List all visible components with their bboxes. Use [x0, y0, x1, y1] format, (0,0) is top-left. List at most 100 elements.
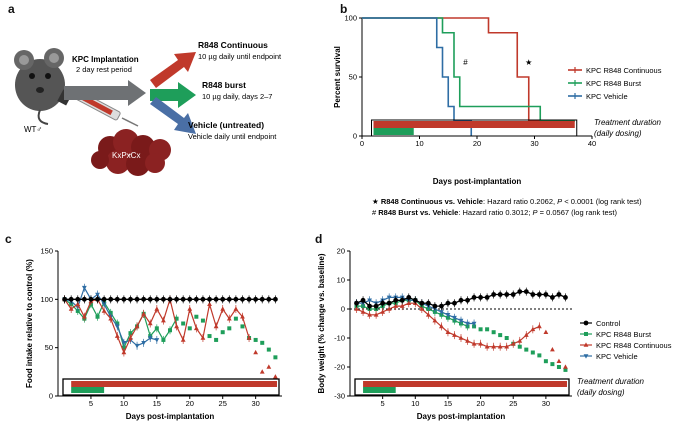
data-point-burst	[227, 326, 232, 331]
x-tick-label: 10	[415, 139, 423, 148]
legend-marker-vehicle	[583, 354, 589, 359]
y-tick-label: 100	[344, 14, 357, 23]
data-point-continuous	[380, 309, 386, 314]
series-line-continuous	[356, 302, 540, 348]
legend-label-vehicle: KPC Vehicle	[586, 92, 628, 101]
data-point-burst	[95, 314, 100, 319]
data-point-continuous	[439, 323, 444, 329]
data-point-continuous	[517, 338, 523, 343]
data-point-burst	[121, 345, 126, 350]
stats-line-2: # R848 Burst vs. Vehicle: Hazard ratio 0…	[372, 208, 617, 217]
data-point-control	[550, 295, 555, 300]
y-tick-label: -20	[334, 363, 345, 372]
treatment-bar-burst	[71, 387, 105, 393]
data-point-control	[386, 300, 392, 306]
data-point-continuous	[523, 332, 529, 337]
data-point-control	[360, 297, 366, 303]
data-point-continuous	[259, 369, 265, 374]
data-point-burst	[214, 337, 219, 342]
data-point-continuous	[556, 358, 562, 363]
treatment-duration-label: Treatment duration	[577, 377, 645, 386]
data-point-burst	[498, 333, 503, 338]
data-point-continuous	[373, 312, 379, 317]
data-point-burst	[220, 330, 225, 335]
data-point-continuous	[536, 323, 542, 329]
data-point-continuous	[207, 301, 212, 306]
data-point-burst	[207, 334, 212, 339]
y-tick-label: 10	[337, 276, 345, 285]
data-point-control	[226, 296, 232, 302]
x-tick-label: 10	[120, 399, 128, 408]
data-point-control	[81, 296, 87, 302]
panel-d-letter: d	[315, 232, 323, 246]
treatment-bar-frame	[371, 119, 578, 137]
treatment-duration-label: Treatment duration	[594, 118, 662, 127]
data-point-control	[88, 296, 94, 302]
data-point-control	[75, 296, 81, 302]
data-point-control	[373, 303, 379, 309]
data-point-continuous	[226, 316, 232, 321]
data-point-continuous	[161, 318, 166, 323]
data-point-burst	[253, 337, 258, 342]
data-point-vehicle	[121, 341, 127, 346]
data-point-continuous	[432, 318, 438, 323]
data-point-continuous	[220, 306, 226, 311]
data-point-control	[141, 296, 147, 302]
data-point-control	[452, 300, 457, 306]
legend-label-burst: KPC R848 Burst	[586, 79, 642, 88]
data-point-burst	[194, 314, 199, 319]
data-point-continuous	[530, 326, 536, 332]
legend-marker-continuous	[583, 342, 589, 347]
data-point-control	[240, 296, 245, 302]
x-tick-label: 15	[444, 399, 452, 408]
arm-continuous-title: R848 Continuous	[198, 40, 268, 50]
data-point-control	[419, 300, 425, 306]
y-tick-label: -10	[334, 334, 345, 343]
data-point-vehicle	[101, 302, 107, 307]
data-point-burst	[478, 327, 483, 332]
data-point-control	[465, 297, 470, 303]
data-point-burst	[504, 336, 509, 340]
data-point-continuous	[154, 306, 160, 311]
series-line-burst	[64, 298, 178, 350]
y-axis-title: Food intake relative to control (%)	[25, 259, 34, 388]
data-point-continuous	[563, 364, 568, 369]
data-point-vehicle	[439, 310, 444, 315]
treatment-duration-sublabel: (daily dosing)	[577, 388, 625, 397]
data-point-continuous	[445, 329, 451, 334]
data-point-control	[220, 296, 226, 302]
data-point-control	[134, 296, 140, 302]
data-point-burst	[550, 362, 555, 367]
data-point-continuous	[393, 303, 399, 308]
data-point-continuous	[543, 329, 549, 334]
data-point-control	[121, 296, 127, 302]
data-point-vehicle	[81, 285, 87, 291]
y-tick-label: 50	[45, 343, 53, 352]
data-point-control	[406, 295, 412, 300]
data-point-vehicle	[386, 295, 392, 300]
data-point-continuous	[425, 312, 431, 317]
x-tick-label: 5	[381, 399, 385, 408]
data-point-control	[399, 297, 405, 303]
treatment-bar-burst	[373, 128, 414, 135]
x-tick-label: 30	[530, 139, 538, 148]
data-point-continuous	[452, 332, 457, 337]
data-point-burst	[154, 326, 159, 331]
data-point-control	[233, 296, 239, 302]
y-tick-label: -30	[334, 392, 345, 401]
data-point-continuous	[233, 306, 239, 311]
survival-chart: 0 50 100 0 10 20 30 40 Days post-implantation Per…	[333, 14, 662, 187]
data-point-control	[497, 292, 503, 297]
data-point-continuous	[497, 344, 503, 349]
data-point-control	[167, 296, 173, 302]
data-point-continuous	[200, 335, 206, 340]
data-point-continuous	[458, 335, 464, 340]
x-tick-label: 30	[542, 399, 550, 408]
significance-marker: ★	[525, 58, 532, 67]
treatment-bar-burst	[363, 387, 396, 393]
data-point-continuous	[246, 335, 252, 340]
data-point-control	[213, 296, 219, 302]
data-point-control	[273, 296, 278, 302]
data-point-continuous	[504, 344, 510, 349]
data-point-vehicle	[154, 338, 160, 343]
